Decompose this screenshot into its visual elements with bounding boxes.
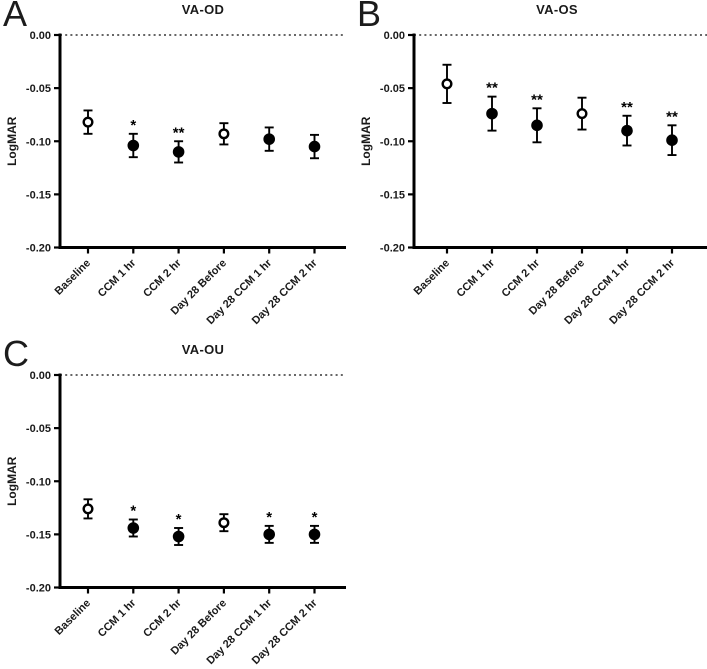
data-point-filled-circle — [127, 522, 140, 534]
data-point-open-circle — [82, 116, 94, 128]
y-tick-label: -0.20 — [380, 243, 405, 255]
significance-label: * — [176, 511, 182, 528]
data-point-open-circle — [82, 503, 94, 515]
x-category-label: CCM 1 hr — [96, 257, 139, 300]
panel-title-va-os: VA-OS — [536, 2, 578, 17]
data-point-open-circle — [441, 78, 453, 90]
data-point-filled-circle — [172, 530, 185, 543]
significance-label: ** — [531, 91, 543, 108]
x-category-label: Baseline — [53, 597, 93, 637]
x-category-label: Baseline — [53, 257, 93, 297]
panel-va-os: B VA-OS 0.00 -0.05 -0.10 -0.15 -0.20 Baseline… — [354, 0, 707, 338]
data-point-filled-circle — [263, 133, 276, 145]
significance-label: ** — [666, 108, 678, 125]
data-point-filled-circle — [531, 119, 543, 132]
significance-label: ** — [486, 80, 498, 97]
significance-label: * — [266, 509, 272, 526]
data-point-open-circle — [218, 128, 230, 140]
x-category-label: CCM 1 hr — [96, 597, 139, 640]
y-tick-label: -0.10 — [380, 136, 405, 148]
plot-va-os: 0.00 -0.05 -0.10 -0.15 -0.20 Baseline CCM 1 hr… — [359, 30, 707, 327]
panel-title-va-od: VA-OD — [181, 2, 225, 17]
y-tick-label: 0.00 — [384, 30, 405, 42]
significance-label: * — [312, 509, 318, 526]
y-tick-label: 0.00 — [30, 370, 51, 382]
data-point-filled-circle — [621, 124, 633, 137]
data-point-filled-circle — [127, 139, 140, 152]
x-category-label: Baseline — [412, 257, 452, 297]
x-category-label: CCM 1 hr — [454, 257, 497, 300]
y-axis-title: LogMAR — [359, 116, 373, 166]
x-category-label: CCM 2 hr — [141, 597, 184, 640]
data-point-open-circle — [576, 108, 588, 120]
x-category-label: CCM 2 hr — [499, 257, 542, 300]
panel-letter-c: C — [3, 333, 29, 374]
significance-label: ** — [621, 99, 633, 116]
data-point-filled-circle — [486, 107, 498, 120]
panel-title-va-ou: VA-OU — [181, 342, 225, 357]
data-point-filled-circle — [263, 528, 276, 541]
data-point-filled-circle — [172, 146, 185, 158]
y-tick-label: -0.15 — [380, 189, 405, 201]
x-category-label: CCM 2 hr — [141, 257, 184, 300]
data-point-filled-circle — [308, 140, 321, 153]
y-axis-title: LogMAR — [5, 116, 19, 166]
significance-label: ** — [173, 124, 185, 141]
y-tick-label: -0.10 — [26, 476, 51, 488]
y-tick-label: -0.05 — [380, 83, 405, 95]
panel-letter-b: B — [357, 0, 382, 34]
data-point-filled-circle — [666, 134, 678, 146]
panel-va-ou: C VA-OU 0.00 -0.05 -0.10 -0.15 -0.20 Baseline… — [0, 336, 353, 669]
significance-label: * — [130, 117, 136, 134]
y-axis-title: LogMAR — [5, 456, 19, 506]
y-tick-label: -0.05 — [26, 83, 51, 95]
data-point-open-circle — [218, 517, 230, 529]
y-tick-label: 0.00 — [30, 30, 51, 42]
y-tick-label: -0.20 — [26, 243, 51, 255]
significance-label: * — [130, 503, 136, 520]
y-tick-label: -0.10 — [26, 136, 51, 148]
y-tick-label: -0.15 — [26, 529, 51, 541]
panel-letter-a: A — [3, 0, 28, 34]
y-tick-label: -0.15 — [26, 189, 51, 201]
panel-va-od: A VA-OD 0.00 -0.05 -0.10 -0.15 -0.20 Baseline… — [0, 0, 353, 338]
data-point-filled-circle — [308, 528, 321, 541]
y-tick-label: -0.20 — [26, 583, 51, 595]
y-tick-label: -0.05 — [26, 423, 51, 435]
